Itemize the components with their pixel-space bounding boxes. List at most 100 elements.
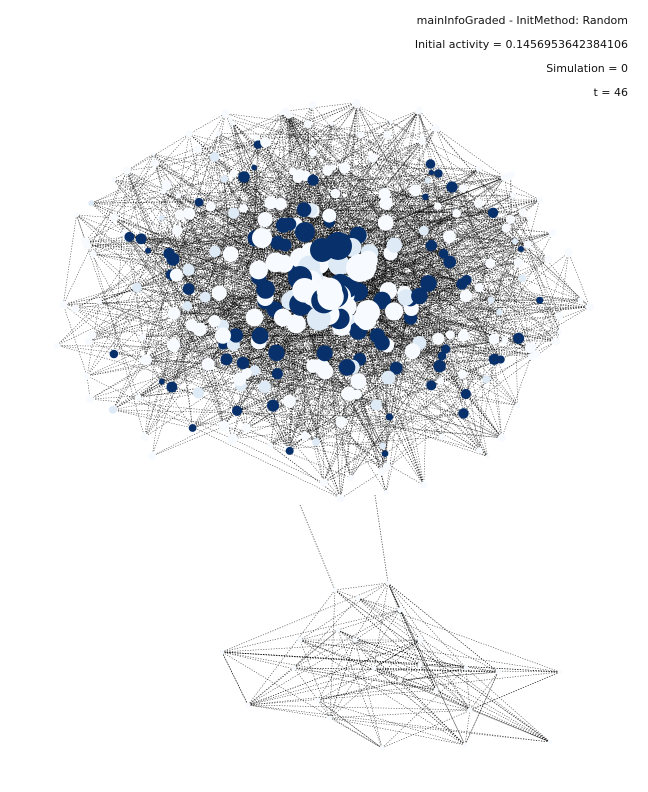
graph-edge	[76, 214, 259, 342]
graph-edge	[247, 639, 421, 706]
graph-edge	[329, 717, 383, 749]
graph-edge	[430, 163, 439, 207]
graph-edge	[299, 110, 420, 279]
graph-edge	[219, 176, 245, 294]
graph-node	[458, 184, 467, 193]
graph-edge	[253, 167, 274, 406]
graph-edge	[126, 134, 361, 171]
graph-edge	[295, 223, 389, 292]
graph-edge	[219, 267, 368, 294]
graph-edge	[399, 664, 421, 681]
graph-edge	[293, 667, 437, 691]
graph-edge	[411, 306, 590, 309]
graph-edge	[348, 212, 457, 288]
graph-edge	[369, 127, 437, 254]
graph-edge	[425, 196, 519, 339]
graph-node	[443, 230, 456, 244]
graph-edge	[354, 639, 383, 749]
graph-edge	[307, 123, 386, 224]
graph-edge	[288, 377, 389, 449]
graph-edge	[126, 170, 175, 314]
graph-edge	[223, 232, 553, 345]
graph-edge	[253, 167, 330, 216]
graph-node	[357, 131, 365, 139]
graph-edge	[91, 202, 266, 220]
graph-node	[338, 359, 356, 376]
graph-edge	[287, 266, 310, 449]
graph-edge	[318, 110, 420, 265]
graph-edge	[177, 230, 349, 394]
graph-edge	[354, 639, 375, 669]
graph-edge	[373, 667, 466, 746]
graph-edge	[292, 123, 309, 172]
graph-edge	[296, 111, 418, 325]
graph-edge	[221, 651, 249, 706]
graph-node	[141, 354, 152, 366]
graph-node	[383, 490, 389, 495]
graph-edge	[411, 308, 503, 438]
graph-edge	[214, 320, 390, 418]
graph-edge	[255, 212, 494, 239]
graph-edge	[63, 170, 128, 305]
graph-edge	[412, 262, 519, 352]
graph-node	[418, 225, 429, 236]
graph-node	[501, 223, 511, 233]
graph-edge	[357, 597, 401, 611]
graph-edge	[113, 217, 163, 355]
graph-node	[397, 677, 403, 683]
graph-nodes	[53, 98, 594, 751]
graph-node	[368, 153, 378, 163]
graph-edge	[221, 651, 471, 711]
graph-edge	[170, 274, 220, 294]
graph-edge	[289, 223, 516, 242]
graph-edge	[199, 167, 334, 330]
graph-node	[420, 481, 428, 489]
graph-edge	[431, 172, 450, 237]
graph-edge	[372, 157, 432, 246]
graph-node	[292, 172, 304, 183]
graph-edge	[161, 217, 336, 296]
graph-edge	[285, 111, 336, 194]
graph-edge	[257, 144, 428, 181]
graph-node	[260, 137, 271, 148]
graph-edge	[272, 352, 277, 406]
graph-edge	[172, 258, 341, 286]
graph-edge	[188, 269, 295, 301]
graph-edge	[288, 114, 295, 301]
graph-edge	[222, 335, 387, 467]
graph-node	[140, 433, 149, 442]
graph-edge	[225, 113, 266, 220]
graph-node	[268, 344, 285, 361]
graph-edge	[171, 212, 234, 388]
graph-edge	[514, 240, 581, 301]
graph-edge	[136, 287, 224, 345]
graph-edge	[417, 111, 537, 355]
graph-edge	[299, 257, 443, 437]
graph-node	[71, 304, 80, 313]
graph-edge	[299, 212, 457, 279]
graph-node	[208, 315, 221, 327]
graph-edge	[340, 311, 369, 499]
graph-node	[438, 248, 449, 259]
graph-node	[497, 433, 506, 442]
graph-edge	[344, 242, 523, 279]
graph-node	[281, 107, 290, 116]
graph-edge	[188, 269, 278, 374]
graph-edge	[354, 639, 561, 673]
graph-node	[209, 152, 220, 162]
graph-edge	[168, 253, 247, 429]
graph-edge	[189, 133, 340, 265]
graph-edge	[214, 104, 313, 322]
graph-node	[83, 241, 92, 250]
graph-node	[487, 296, 495, 304]
graph-node	[370, 399, 382, 411]
graph-edge	[141, 186, 453, 240]
graph-node	[270, 235, 285, 250]
graph-edge	[219, 292, 306, 437]
graph-edge	[346, 367, 463, 375]
graph-edge	[142, 325, 224, 338]
graph-edge	[163, 191, 193, 429]
graph-node	[355, 595, 361, 601]
graph-node	[236, 356, 250, 370]
graph-edge	[323, 300, 349, 394]
